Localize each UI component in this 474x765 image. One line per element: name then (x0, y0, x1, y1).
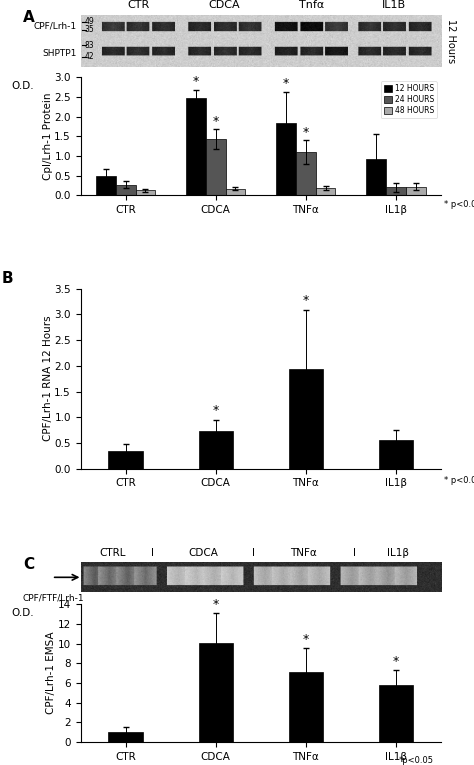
Text: 83: 83 (84, 41, 94, 50)
Bar (109, 451, 143, 469)
Text: CPF/FTF/Lrh-1: CPF/FTF/Lrh-1 (23, 594, 84, 603)
Text: *: * (193, 75, 199, 88)
Bar (406, 187, 426, 195)
Bar (276, 123, 296, 195)
Text: *: * (283, 77, 289, 90)
Text: 49: 49 (84, 17, 94, 26)
Bar (289, 369, 323, 469)
Bar (296, 152, 316, 195)
Text: I: I (151, 548, 154, 558)
Text: Tnfα: Tnfα (299, 0, 324, 10)
Text: *: * (212, 404, 219, 417)
Text: CTRL: CTRL (100, 548, 126, 558)
Text: *: * (212, 115, 219, 128)
Text: 42: 42 (84, 52, 94, 61)
Text: CPF/Lrh-1: CPF/Lrh-1 (34, 21, 77, 30)
Text: 35: 35 (84, 25, 94, 34)
Bar (186, 98, 206, 195)
Text: A: A (23, 10, 35, 25)
Text: I: I (252, 548, 255, 558)
Text: CDCA: CDCA (188, 548, 218, 558)
Text: O.D.: O.D. (12, 81, 34, 91)
Bar (199, 643, 233, 742)
Bar (96, 176, 116, 195)
Bar (316, 188, 336, 195)
Text: *: * (302, 633, 309, 646)
Text: * p<0.05: * p<0.05 (445, 200, 474, 209)
Text: CTR: CTR (127, 0, 149, 10)
Bar (226, 188, 246, 195)
Y-axis label: Cpl/Lrh-1 Protein: Cpl/Lrh-1 Protein (43, 93, 53, 180)
Text: *: * (302, 125, 309, 138)
Bar (199, 431, 233, 469)
Text: *: * (212, 598, 219, 611)
Bar (289, 672, 323, 742)
Text: *p<0.05: *p<0.05 (399, 756, 434, 765)
Text: TNFα: TNFα (291, 548, 317, 558)
Text: *: * (392, 656, 399, 669)
Text: I: I (353, 548, 356, 558)
Text: * p<0.05: * p<0.05 (445, 476, 474, 485)
Text: SHPTP1: SHPTP1 (43, 49, 77, 57)
Bar (109, 732, 143, 742)
Y-axis label: CPF/Lrh-1 RNA 12 Hours: CPF/Lrh-1 RNA 12 Hours (43, 316, 53, 441)
Text: B: B (1, 271, 13, 286)
Y-axis label: CPF/Lrh-1 EMSA: CPF/Lrh-1 EMSA (46, 632, 56, 715)
Bar (379, 441, 413, 469)
Text: C: C (23, 557, 34, 571)
Text: 12 Hours: 12 Hours (446, 19, 456, 63)
Bar (206, 139, 226, 195)
Bar (386, 187, 406, 195)
Bar (379, 685, 413, 742)
Bar (136, 190, 155, 195)
Text: IL1B: IL1B (382, 0, 406, 10)
Text: *: * (302, 295, 309, 308)
Text: O.D.: O.D. (12, 608, 34, 618)
Legend: 12 HOURS, 24 HOURS, 48 HOURS: 12 HOURS, 24 HOURS, 48 HOURS (381, 81, 437, 118)
Bar (366, 159, 386, 195)
Text: IL1β: IL1β (387, 548, 409, 558)
Bar (116, 184, 136, 195)
Text: CDCA: CDCA (209, 0, 240, 10)
